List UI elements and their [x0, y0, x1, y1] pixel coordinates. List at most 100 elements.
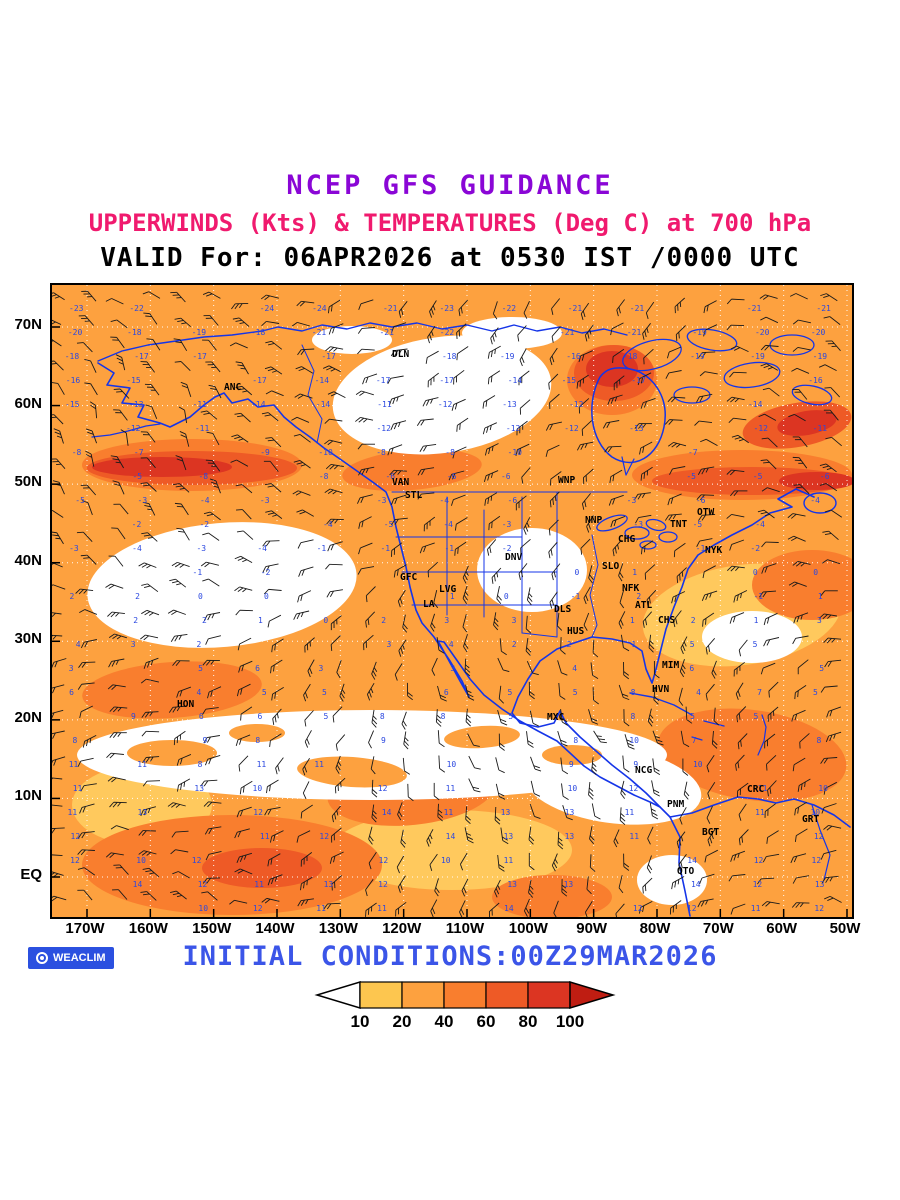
colorbar-svg: 1020406080100	[313, 980, 617, 1032]
title-block: NCEP GFS GUIDANCE UPPERWINDS (Kts) & TEM…	[0, 170, 900, 273]
temperature-value: -11	[813, 424, 828, 433]
city-label-NFK: NFK	[622, 583, 639, 594]
temperature-value: 13	[138, 808, 148, 817]
temperature-value: -1	[753, 592, 763, 601]
temperature-value: -8	[445, 448, 455, 457]
temperature-value: -21	[630, 304, 645, 313]
temperature-value: 0	[753, 568, 758, 577]
temperature-value: 1	[258, 616, 263, 625]
temperature-value: 12	[253, 808, 263, 817]
temperature-value: -5	[132, 472, 142, 481]
city-label-NYK: NYK	[705, 545, 722, 556]
temperature-value: -21	[568, 304, 583, 313]
weather-map: -23-22-24-24-21-23-22-21-21-21-21-20-18-…	[52, 285, 852, 917]
temperature-value: 12	[378, 784, 388, 793]
temperature-value: 11	[137, 760, 147, 769]
temperature-value: -7	[688, 448, 698, 457]
city-label-DLN: DLN	[392, 349, 409, 360]
city-label-HON: HON	[177, 699, 194, 710]
temperature-value: 3	[387, 640, 392, 649]
temperature-value: 4	[76, 640, 81, 649]
temperature-value: -5	[753, 472, 763, 481]
temperature-value: -12	[569, 400, 584, 409]
temperature-value: -21	[312, 328, 327, 337]
temperature-value: 14	[504, 904, 514, 913]
city-label-CHG: CHG	[618, 534, 635, 545]
temperature-value: -17	[439, 376, 454, 385]
temperature-value: -2	[750, 544, 760, 553]
lat-label-30N: 30N	[0, 630, 42, 647]
city-label-ANC: ANC	[224, 382, 241, 393]
lat-label-70N: 70N	[0, 316, 42, 333]
temperature-value: 2	[69, 592, 74, 601]
temperature-value: 9	[569, 760, 574, 769]
temperature-value: 12	[379, 856, 389, 865]
temperature-value: 11	[69, 760, 79, 769]
temperature-value: 5	[813, 688, 818, 697]
temperature-value: 2	[567, 640, 572, 649]
temperature-value: 11	[73, 784, 83, 793]
temperature-value: 5	[262, 688, 267, 697]
colorbar-label-10: 10	[351, 1012, 370, 1031]
temperature-value: -21	[379, 328, 394, 337]
temperature-value: -22	[129, 304, 144, 313]
colorbar-segment-4	[528, 982, 570, 1008]
lon-label-60W: 60W	[752, 920, 812, 937]
temperature-value: 12	[814, 904, 824, 913]
lon-label-170W: 170W	[55, 920, 115, 937]
temperature-value: 13	[501, 808, 511, 817]
temperature-value: 0	[198, 592, 203, 601]
temperature-value: 11	[751, 904, 761, 913]
temperature-value: 9	[381, 736, 386, 745]
initial-conditions-text: INITIAL CONDITIONS:00Z29MAR2026	[0, 941, 900, 972]
temperature-value: -20	[811, 328, 826, 337]
temperature-value: 5	[323, 712, 328, 721]
city-label-GFC: GFC	[400, 572, 417, 583]
temperature-value: -3	[502, 520, 512, 529]
temperature-value: -11	[195, 424, 210, 433]
title-fields: UPPERWINDS (Kts) & TEMPERATURES (Deg C) …	[0, 209, 900, 237]
temperature-value: 2	[381, 616, 386, 625]
temperature-value: -12	[754, 424, 769, 433]
temperature-value: -13	[129, 400, 144, 409]
city-label-VAN: VAN	[392, 477, 409, 488]
temperature-value: 12	[687, 904, 697, 913]
temperature-value: -18	[623, 352, 638, 361]
temperature-value: 14	[382, 808, 392, 817]
temperature-value: 13	[504, 832, 514, 841]
temperature-value: 12	[812, 856, 822, 865]
temperature-value: -6	[501, 472, 511, 481]
temperature-value: 3	[131, 640, 136, 649]
temperature-value: 8	[630, 712, 635, 721]
temperature-value: -19	[690, 352, 705, 361]
temperature-value: -13	[502, 400, 517, 409]
temperature-value: -3	[196, 544, 206, 553]
city-label-NCG: NCG	[635, 765, 652, 776]
temperature-value: -2	[261, 568, 271, 577]
lon-label-90W: 90W	[562, 920, 622, 937]
temperature-value: -6	[447, 472, 457, 481]
temperature-value: -16	[808, 376, 823, 385]
temperature-value: 8	[198, 760, 203, 769]
temperature-value: 10	[693, 760, 703, 769]
temperature-value: 12	[253, 904, 263, 913]
city-label-HUS: HUS	[567, 626, 584, 637]
temperature-value: -4	[810, 496, 820, 505]
city-label-CHS: CHS	[658, 615, 675, 626]
city-label-ATL: ATL	[635, 600, 652, 611]
temperature-value: -20	[755, 328, 770, 337]
lon-label-160W: 160W	[118, 920, 178, 937]
temperature-value: 12	[378, 880, 388, 889]
colorbar-label-40: 40	[435, 1012, 454, 1031]
lat-label-EQ: EQ	[0, 866, 42, 883]
temperature-value: -4	[132, 544, 142, 553]
temperature-value: -2	[132, 520, 142, 529]
temperature-value: -9	[260, 448, 270, 457]
temperature-value: -18	[251, 328, 266, 337]
temperature-value: 2	[202, 616, 207, 625]
temperature-value: 2	[196, 640, 201, 649]
temperature-value: -19	[192, 328, 207, 337]
temperature-value: 12	[192, 856, 202, 865]
temperature-value: -3	[138, 496, 148, 505]
temperature-value: -8	[198, 472, 208, 481]
